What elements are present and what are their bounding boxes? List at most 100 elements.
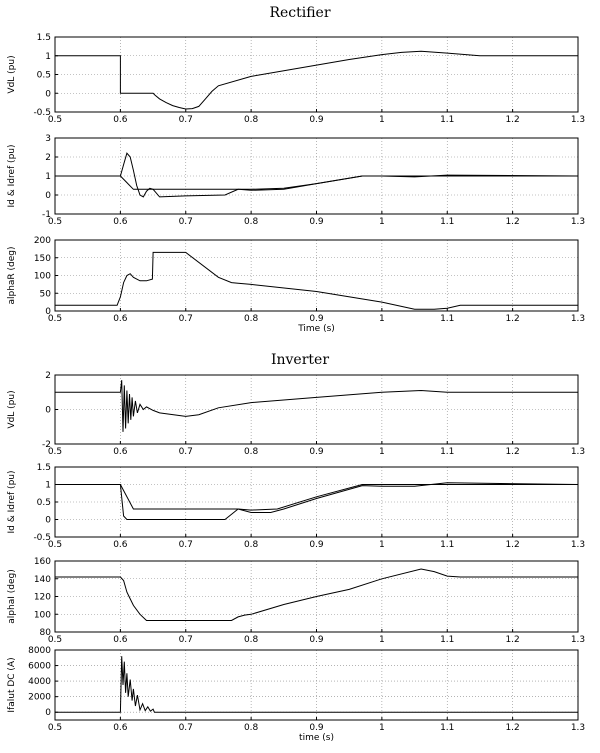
series-line-0 <box>55 568 578 621</box>
y-tick-label: 150 <box>34 254 51 264</box>
series-line-0 <box>55 482 579 520</box>
y-tick-label: 6000 <box>28 662 51 672</box>
plot-frame <box>54 649 579 721</box>
x-tick-label: 1 <box>379 217 385 227</box>
y-tick-label: 100 <box>34 610 51 620</box>
inverter-title: Inverter <box>271 352 329 368</box>
inverter-id-idref-chart: 0.5 0.6 0.7 0.8 0.9 1 1.1 1.2 1.3 -0.5 0 0.5 1 1.5 Id … <box>7 463 585 550</box>
y-tick-label: 3 <box>45 134 51 144</box>
x-tick-label: 0.9 <box>309 314 324 324</box>
x-tick-label: 0.7 <box>179 115 193 125</box>
x-tick-label: 0.6 <box>113 314 128 324</box>
x-tick-label: 0.5 <box>48 540 62 550</box>
x-tick-label: 1.2 <box>505 217 519 227</box>
x-tick-label: 0.8 <box>244 314 259 324</box>
x-tick-label: 0.6 <box>113 115 128 125</box>
inverter-fault-current-chart: 0.5 0.6 0.7 0.8 0.9 1 1.1 1.2 1.3 0 2000 4000 6000 80… <box>7 646 585 743</box>
x-tick-label: 0.8 <box>244 635 259 645</box>
x-tick-label: 1.3 <box>571 723 585 733</box>
y-tick-label: 1 <box>45 481 51 491</box>
x-tick-label: 0.5 <box>48 447 62 457</box>
series-line-1 <box>55 484 578 511</box>
x-tick-label: 0.9 <box>309 115 324 125</box>
x-tick-label: 0.7 <box>179 540 193 550</box>
x-tick-label: 0.9 <box>309 217 324 227</box>
y-tick-label: 8000 <box>28 646 51 656</box>
y-tick-label: 4000 <box>28 677 51 687</box>
y-tick-label: 0.5 <box>37 71 51 81</box>
y-tick-label: 120 <box>34 593 51 603</box>
series-line-0 <box>55 380 578 432</box>
x-tick-label: 1.1 <box>440 540 454 550</box>
x-axis-label: Time (s) <box>297 324 335 334</box>
y-tick-label: -1 <box>42 210 51 220</box>
y-tick-label: 100 <box>34 272 51 282</box>
y-tick-label: -2 <box>42 440 51 450</box>
x-tick-label: 1.2 <box>505 115 519 125</box>
x-tick-label: 0.7 <box>179 217 193 227</box>
y-tick-label: 0 <box>45 191 51 201</box>
x-tick-label: 0.6 <box>113 217 128 227</box>
x-tick-label: 0.5 <box>48 314 62 324</box>
inverter-alphai-chart: 0.5 0.6 0.7 0.8 0.9 1 1.1 1.2 1.3 80 100 120 140 160 a… <box>7 557 585 645</box>
series-line-0 <box>55 656 578 713</box>
x-tick-label: 0.8 <box>244 540 259 550</box>
x-tick-label: 1 <box>379 115 385 125</box>
rectifier-title: Rectifier <box>269 5 330 21</box>
y-tick-label: 50 <box>40 289 52 299</box>
y-axis-label: VdL (pu) <box>7 390 17 428</box>
y-tick-label: 0 <box>45 307 51 317</box>
y-axis-label: alphaI (deg) <box>7 569 17 623</box>
y-tick-label: 2 <box>45 153 51 163</box>
x-tick-label: 1.3 <box>571 447 585 457</box>
x-tick-label: 1.2 <box>505 447 519 457</box>
x-tick-label: 1.1 <box>440 635 454 645</box>
y-axis-label: Id & Idref (pu) <box>7 471 17 534</box>
y-tick-label: 2 <box>45 371 51 381</box>
x-tick-label: 1.2 <box>505 314 519 324</box>
rectifier-vdl-chart: 0.5 0.6 0.7 0.8 0.9 1 1.1 1.2 1.3 -0.5 0 0.5 1 1.5 VdL… <box>7 33 585 125</box>
y-tick-label: -0.5 <box>33 108 51 118</box>
x-tick-label: 1.1 <box>440 314 454 324</box>
x-tick-label: 1.2 <box>505 540 519 550</box>
x-tick-label: 1.1 <box>440 723 454 733</box>
x-axis-label: time (s) <box>299 733 334 743</box>
y-tick-label: 80 <box>40 628 52 638</box>
x-tick-label: 1.2 <box>505 723 519 733</box>
x-tick-label: 1.1 <box>440 115 454 125</box>
x-tick-label: 1.1 <box>440 447 454 457</box>
y-axis-label: Id & Idref (pu) <box>7 145 17 208</box>
y-tick-label: 0 <box>45 406 51 416</box>
y-axis-label: alphaR (deg) <box>7 246 17 304</box>
x-tick-label: 0.9 <box>309 723 324 733</box>
x-tick-label: 1.3 <box>571 217 585 227</box>
x-tick-label: 1.3 <box>571 540 585 550</box>
inverter-vdl-chart: 0.5 0.6 0.7 0.8 0.9 1 1.1 1.2 1.3 -2 0 2 VdL (pu) <box>7 371 585 457</box>
x-tick-label: 1.3 <box>571 115 585 125</box>
x-tick-label: 1 <box>379 447 385 457</box>
y-tick-label: 0 <box>45 89 51 99</box>
x-tick-label: 0.8 <box>244 447 259 457</box>
x-tick-label: 0.9 <box>309 447 324 457</box>
x-tick-label: 1.3 <box>571 314 585 324</box>
x-tick-label: 1 <box>379 723 385 733</box>
y-tick-label: 200 <box>34 236 51 246</box>
y-axis-label: VdL (pu) <box>7 55 17 93</box>
x-tick-label: 0.6 <box>113 540 128 550</box>
x-tick-label: 0.5 <box>48 635 62 645</box>
y-tick-label: 0.5 <box>37 498 51 508</box>
x-tick-label: 0.5 <box>48 115 62 125</box>
rectifier-id-idref-chart: 0.5 0.6 0.7 0.8 0.9 1 1.1 1.2 1.3 -1 0 1 2 3 Id & Idre… <box>7 134 585 227</box>
y-tick-label: 140 <box>34 575 51 585</box>
x-tick-label: 1.2 <box>505 635 519 645</box>
y-tick-label: 1 <box>45 172 51 182</box>
x-tick-label: 0.6 <box>113 447 128 457</box>
x-tick-label: 0.8 <box>244 217 259 227</box>
series-line-0 <box>55 251 578 310</box>
y-tick-label: 1.5 <box>37 463 51 473</box>
x-tick-label: 0.7 <box>179 723 193 733</box>
y-tick-label: -0.5 <box>33 533 51 543</box>
x-tick-label: 0.7 <box>179 447 193 457</box>
series-line-1 <box>55 175 578 190</box>
y-tick-label: 1.5 <box>37 33 51 43</box>
